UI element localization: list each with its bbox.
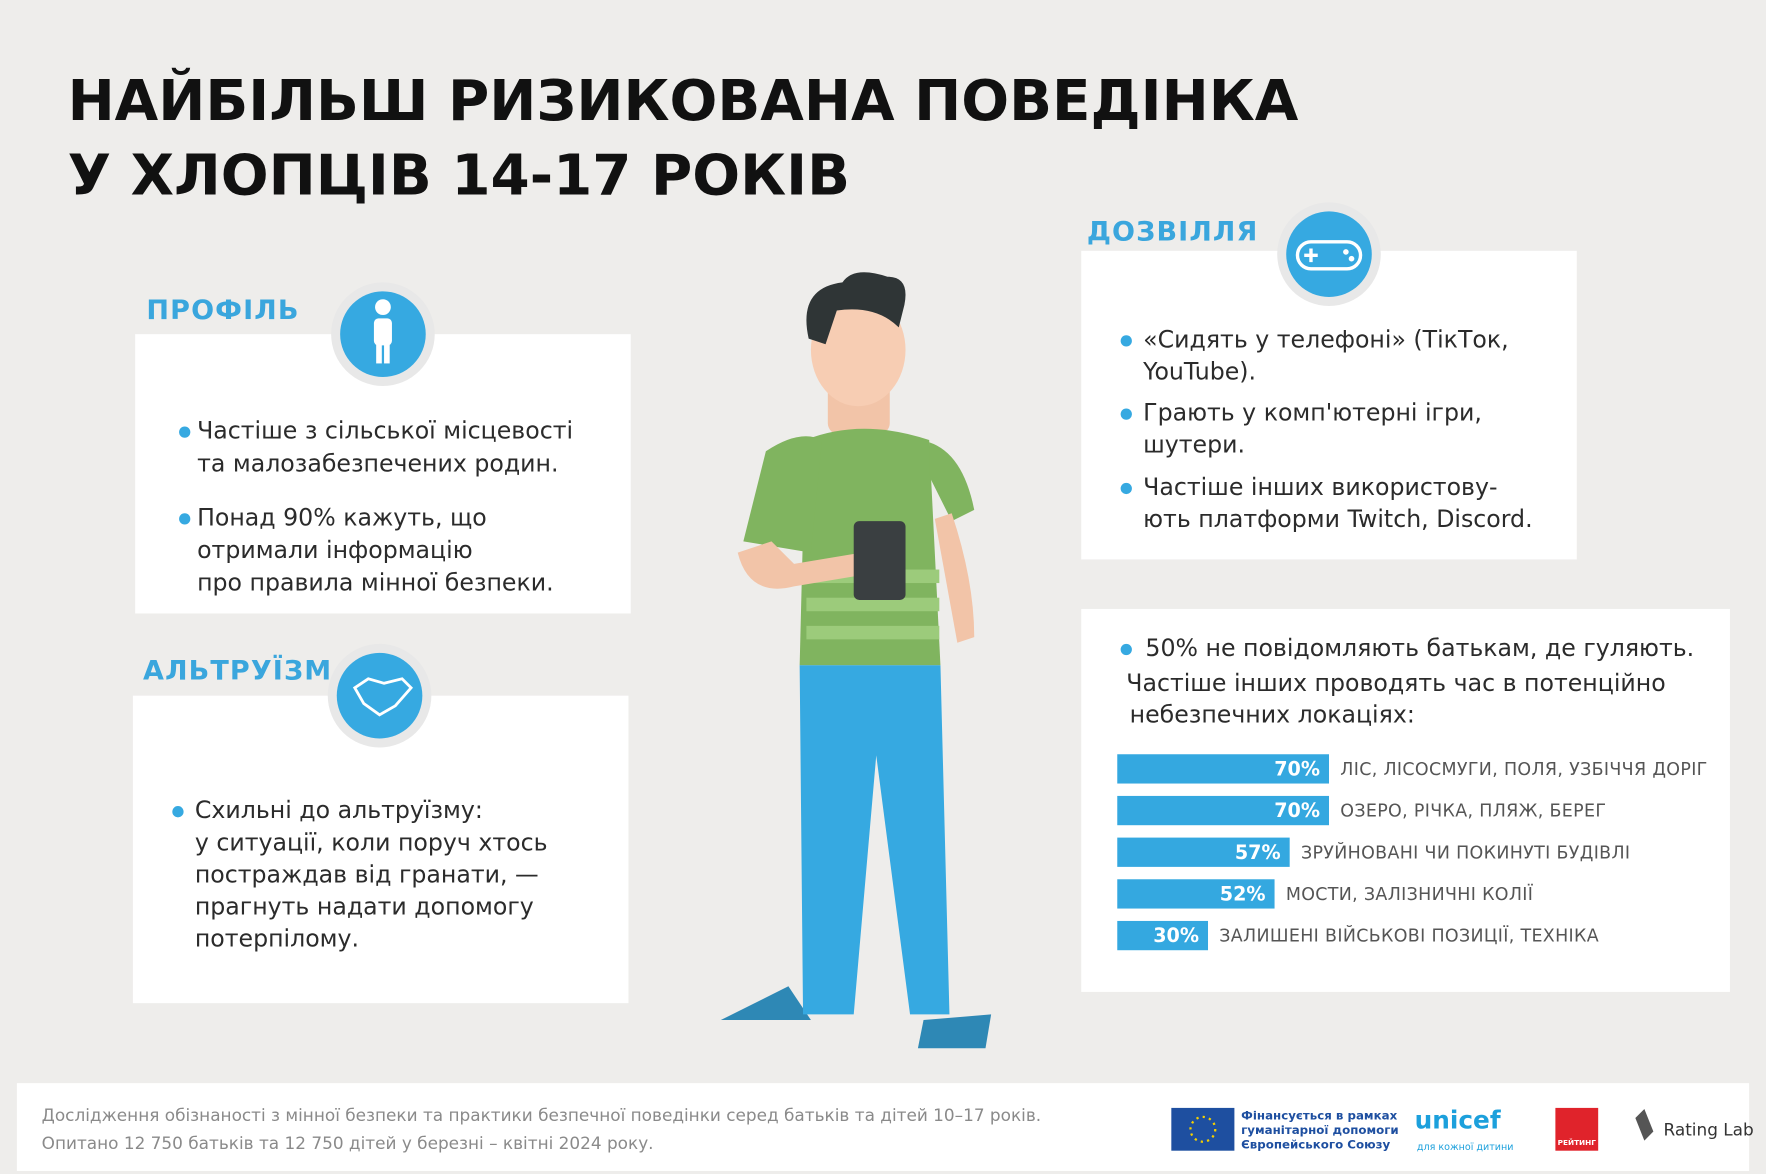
- bar: [1117, 837, 1290, 867]
- bullet-text: шутери.: [1143, 431, 1245, 459]
- bar: [1117, 920, 1209, 951]
- bullet-text: Частіше з сільської місцевості: [197, 417, 573, 445]
- bar-value-label: 52%: [1220, 883, 1266, 906]
- bullet-text: постраждав від гранати, —: [195, 860, 539, 888]
- altruism-icon: [327, 643, 432, 748]
- bullet-dot: [179, 426, 191, 438]
- bar-value-label: 70%: [1274, 799, 1320, 822]
- title-line: НАЙБІЛЬШ РИЗИКОВАНА ПОВЕДІНКА: [68, 66, 1299, 134]
- bar-value-label: 70%: [1274, 758, 1320, 781]
- bullet-text: прагнуть надати допомогу: [195, 892, 534, 920]
- bullet-text: у ситуації, коли поруч хтось: [195, 828, 548, 856]
- locations-intro: Частіше інших проводять час в потенційно: [1126, 669, 1665, 697]
- bullet-text: потерпілому.: [195, 925, 359, 953]
- unicef-logo: unicef: [1415, 1105, 1501, 1134]
- bullet-text: Схильні до альтруїзму:: [195, 796, 483, 824]
- bullet-text: ють платформи Twitch, Discord.: [1143, 505, 1532, 533]
- bullet-dot: [1120, 482, 1132, 495]
- bullet-dot: [172, 806, 184, 818]
- eu-text: Фінансується в рамках: [1241, 1108, 1397, 1122]
- rating-text: РЕЙТИНГ: [1558, 1138, 1597, 1147]
- footer-line: Опитано 12 750 батьків та 12 750 дітей у…: [42, 1133, 654, 1153]
- profile-icon: [331, 282, 435, 386]
- ratinglab-text: Rating Lab: [1664, 1119, 1754, 1139]
- bar-category-label: ЗАЛИШЕНІ ВІЙСЬКОВІ ПОЗИЦІЇ, ТЕХНІКА: [1219, 925, 1599, 947]
- bar-category-label: ОЗЕРО, РІЧКА, ПЛЯЖ, БЕРЕГ: [1340, 802, 1606, 822]
- footer: [16, 1083, 1750, 1171]
- bar-value-label: 30%: [1153, 924, 1199, 947]
- bullet-text: та малозабезпечених родин.: [197, 449, 558, 477]
- bullet-text: Грають у комп'ютерні ігри,: [1143, 399, 1482, 427]
- locations-intro: небезпечних локаціях:: [1130, 700, 1415, 728]
- bullet-text: «Сидять у телефоні» (ТікТок,: [1143, 325, 1508, 353]
- bar-value-label: 57%: [1235, 841, 1281, 864]
- altruism-heading: АЛЬТРУЇЗМ: [143, 655, 332, 687]
- eu-text: гуманітарної допомоги: [1241, 1123, 1399, 1137]
- bar-category-label: МОСТИ, ЗАЛІЗНИЧНІ КОЛІЇ: [1286, 884, 1534, 905]
- eu-text: Європейського Союзу: [1241, 1138, 1390, 1152]
- person-illustration: [720, 272, 992, 1049]
- leisure-icon: [1277, 202, 1381, 306]
- bar-category-label: ЛІС, ЛІСОСМУГИ, ПОЛЯ, УЗБІЧЧЯ ДОРІГ: [1340, 760, 1707, 780]
- title-line: У ХЛОПЦІВ 14-17 РОКІВ: [68, 143, 850, 208]
- bullet-text: YouTube).: [1142, 358, 1256, 386]
- footer-line: Дослідження обізнаності з мінної безпеки…: [42, 1105, 1041, 1125]
- bullet-dot: [1120, 408, 1132, 420]
- bullet-dot: [179, 513, 191, 525]
- bar-category-label: ЗРУЙНОВАНІ ЧИ ПОКИНУТІ БУДІВЛІ: [1301, 841, 1630, 863]
- bullet-text: отримали інформацію: [197, 536, 473, 564]
- rating-logo: [1555, 1107, 1599, 1151]
- unicef-tagline: для кожної дитини: [1417, 1142, 1514, 1153]
- bar: [1117, 879, 1275, 909]
- profile-heading: ПРОФІЛЬ: [146, 295, 299, 326]
- bar: [1117, 754, 1330, 784]
- locations-bullet: 50% не повідомляють батькам, де гуляють.: [1145, 634, 1694, 662]
- bar: [1117, 795, 1330, 826]
- bullet-text: Частіше інших використову-: [1143, 473, 1497, 501]
- leisure-heading: ДОЗВІЛЛЯ: [1087, 216, 1259, 247]
- bullet-dot: [1120, 335, 1132, 347]
- bullet-text: Понад 90% кажуть, що: [197, 503, 487, 531]
- bullet-dot: [1120, 643, 1132, 656]
- bullet-text: про правила мінної безпеки.: [197, 569, 554, 597]
- eu-logo: [1171, 1107, 1235, 1151]
- ratinglab-icon: [1635, 1109, 1654, 1141]
